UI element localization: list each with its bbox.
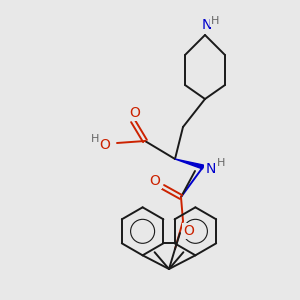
Text: H: H: [211, 16, 219, 26]
Text: O: O: [184, 224, 194, 238]
Text: H: H: [217, 158, 225, 168]
Text: O: O: [130, 106, 140, 120]
Text: N: N: [202, 18, 212, 32]
Text: N: N: [206, 162, 216, 176]
Text: H: H: [91, 134, 99, 144]
Polygon shape: [175, 159, 203, 169]
Text: O: O: [100, 138, 110, 152]
Text: O: O: [150, 174, 160, 188]
